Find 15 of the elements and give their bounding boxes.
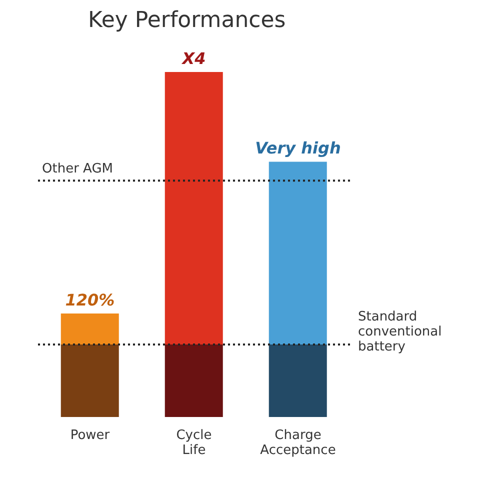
bar — [164, 344, 223, 417]
chart-title: Key Performances — [87, 8, 287, 35]
ref-line-label: Other AGM — [42, 162, 113, 177]
x-tick-label: Charge Acceptance — [260, 428, 336, 458]
annotation: 120% — [65, 290, 115, 310]
bar — [268, 162, 327, 345]
x-tick-label: Power — [70, 428, 110, 443]
bar — [268, 344, 327, 417]
bar — [164, 72, 223, 345]
bar — [60, 314, 119, 345]
x-tick-label: Cycle Life — [176, 428, 212, 458]
ref-line-label: Standard conventional battery — [358, 310, 442, 355]
annotation: Very high — [255, 138, 341, 158]
annotation: X4 — [181, 49, 206, 68]
bar — [60, 344, 119, 417]
